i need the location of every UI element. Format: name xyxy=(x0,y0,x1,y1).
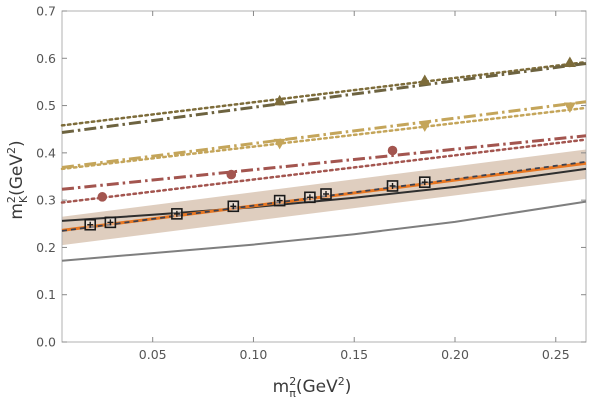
y-tick-label-2: 0.1 xyxy=(36,287,56,302)
lattice-squares-point-5 xyxy=(273,194,286,207)
series-brown-dash-dot xyxy=(61,134,587,191)
y-tick-label-1: 0.0 xyxy=(36,335,56,350)
y-tick-label-6: 0.5 xyxy=(36,98,56,113)
ticks-layer: 0.05 0.10 0.15 0.20 0.25 0.0 0.1 0.2 0.3 0.4 0.5 0.… xyxy=(36,4,586,362)
series-grey-curve xyxy=(61,200,587,262)
x-tick-label-5: 0.25 xyxy=(542,347,570,362)
olive-triangles-up-point-3 xyxy=(563,56,576,68)
x-tick-label-4: 0.20 xyxy=(441,347,469,362)
y-tick-label-7: 0.6 xyxy=(36,51,56,66)
x-tick-label-1: 0.05 xyxy=(139,347,167,362)
x-tick-label-3: 0.15 xyxy=(340,347,368,362)
plot-frame xyxy=(61,10,587,343)
lattice-squares-point-4 xyxy=(227,200,240,213)
points-layer xyxy=(84,56,576,231)
series-khaki-dash-dot xyxy=(61,100,587,169)
plot-frame-rect xyxy=(61,10,587,343)
series-olive-dash-dot xyxy=(61,62,587,134)
khaki-triangles-down-point-1 xyxy=(273,138,286,150)
lattice-squares-point-1 xyxy=(84,218,97,231)
brown-circles-point-1 xyxy=(97,192,108,202)
series-khaki-dotted xyxy=(60,106,588,171)
y-tick-label-5: 0.4 xyxy=(36,145,56,160)
lattice-squares-point-6 xyxy=(304,191,316,204)
lattice-squares-point-2 xyxy=(104,216,117,229)
y-tick-label-4: 0.3 xyxy=(36,193,56,208)
x-axis-title: m2 π(GeV2) xyxy=(273,375,352,400)
series-black-curve xyxy=(61,167,587,222)
y-tick-label-3: 0.2 xyxy=(36,240,56,255)
series-olive-dotted xyxy=(60,60,588,127)
series-brown-dotted xyxy=(60,138,588,204)
x-tick-label-2: 0.10 xyxy=(240,347,268,362)
brown-circles-point-3 xyxy=(387,145,398,156)
khaki-triangles-down-point-2 xyxy=(418,121,431,132)
lattice-squares-point-3 xyxy=(171,208,183,220)
series-layer xyxy=(60,60,588,262)
lattice-squares-point-9 xyxy=(418,176,431,188)
y-axis-title: m2K(GeV2) xyxy=(5,140,30,219)
y-tick-label-8: 0.7 xyxy=(36,4,56,19)
olive-triangles-up-point-2 xyxy=(418,74,431,86)
brown-circles-point-2 xyxy=(226,169,237,180)
lattice-squares-point-8 xyxy=(386,180,399,192)
series-dashed-fit xyxy=(61,160,587,232)
olive-triangles-up-point-1 xyxy=(273,94,286,106)
lattice-squares-point-7 xyxy=(320,188,332,200)
khaki-triangles-down-point-3 xyxy=(563,102,576,113)
